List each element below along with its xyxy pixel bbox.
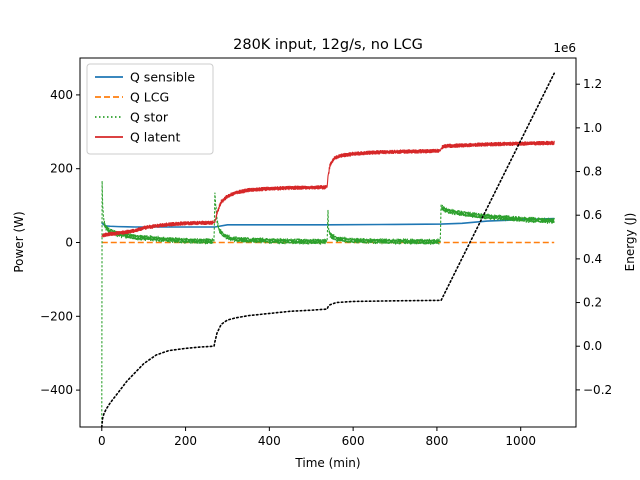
- x-tick-label: 600: [342, 434, 365, 448]
- chart-title: 280K input, 12g/s, no LCG: [233, 37, 423, 53]
- legend: Q sensible Q LCG Q stor Q latent: [86, 63, 214, 155]
- y2-tick-label: 0.4: [583, 252, 602, 266]
- y2-tick-label: 0.0: [583, 339, 602, 353]
- y2-tick-label: 0.6: [583, 208, 602, 222]
- y2-offset-label: 1e6: [553, 41, 576, 55]
- x-tick-label: 0: [98, 434, 106, 448]
- legend-label-q-latent: Q latent: [130, 130, 180, 145]
- x-tick-label: 1000: [505, 434, 536, 448]
- y-tick-label: 400: [50, 88, 73, 102]
- plot-marks: [100, 72, 556, 427]
- y-axis-title: Power (W): [12, 211, 26, 272]
- y2-tick-label: 0.2: [583, 296, 602, 310]
- y-tick-label: −400: [40, 383, 73, 397]
- y2-tick-label: −0.2: [583, 383, 612, 397]
- x-axis-title: Time (min): [294, 456, 360, 470]
- legend-box: [86, 63, 214, 155]
- legend-label-q-sensible: Q sensible: [130, 70, 195, 85]
- y-tick-label: 0: [65, 236, 73, 250]
- legend-label-q-stor: Q stor: [130, 110, 169, 125]
- series-line-q-stor: [101, 180, 555, 427]
- legend-label-q-lcg: Q LCG: [130, 90, 169, 105]
- y2-axis-title: Energy (J): [623, 213, 637, 272]
- y2-tick-label: 0.8: [583, 165, 602, 179]
- y2-tick-label: 1.0: [583, 121, 602, 135]
- axes: 0 200 400 600 800 1000 −400 −200 0 200 400 −0.2 0.0 0…: [40, 57, 612, 448]
- y-tick-label: 200: [50, 162, 73, 176]
- x-tick-label: 800: [425, 434, 448, 448]
- x-tick-label: 200: [174, 434, 197, 448]
- series-line-energy: [100, 72, 556, 427]
- y2-tick-label: 1.2: [583, 77, 602, 91]
- x-tick-label: 400: [258, 434, 281, 448]
- series-line-q-latent: [101, 140, 555, 238]
- y-tick-label: −200: [40, 309, 73, 323]
